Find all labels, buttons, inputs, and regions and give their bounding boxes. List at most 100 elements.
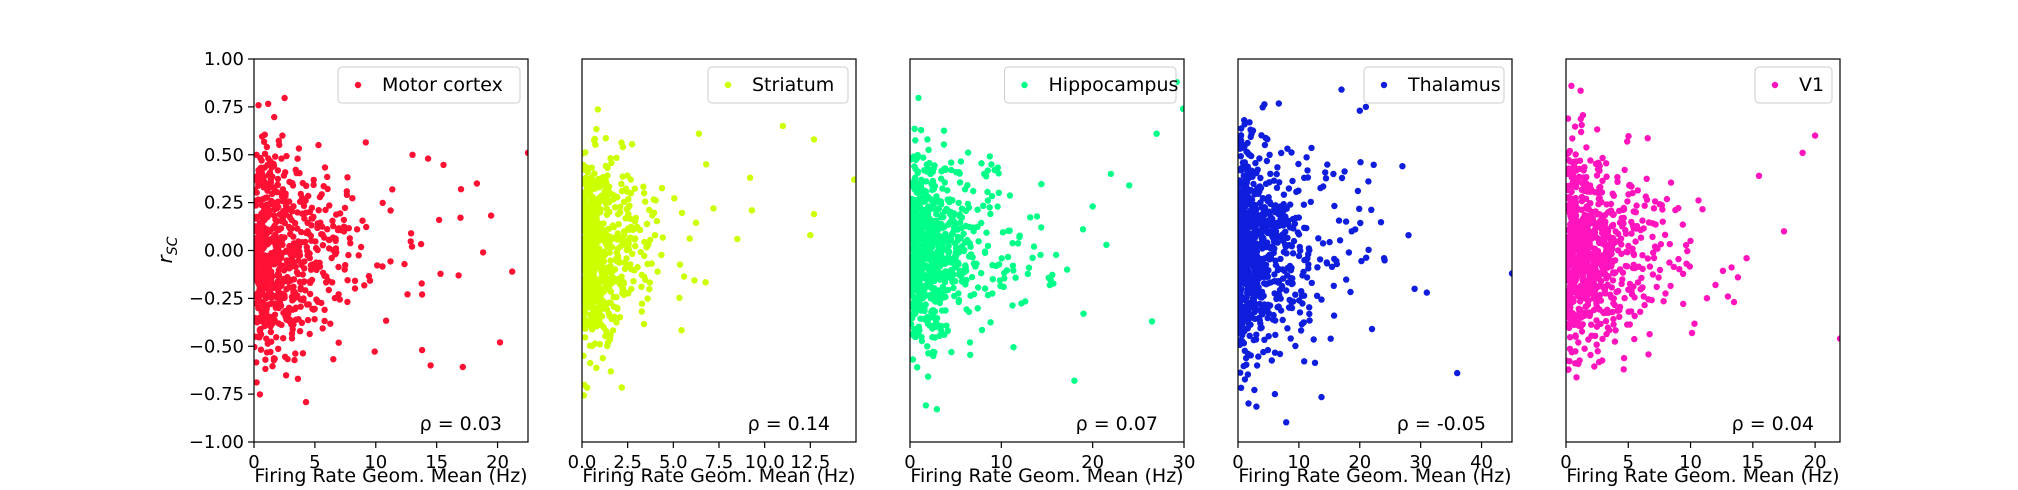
- data-point: [926, 322, 933, 329]
- data-point: [257, 168, 265, 175]
- data-point: [1602, 249, 1610, 257]
- data-point: [313, 266, 320, 274]
- data-point: [310, 176, 317, 184]
- data-point: [1272, 317, 1279, 324]
- data-point: [1598, 189, 1606, 196]
- data-point: [995, 170, 1002, 177]
- data-point: [1579, 272, 1587, 279]
- data-point: [1264, 314, 1271, 322]
- data-point: [1295, 187, 1302, 194]
- axes-frame: [1237, 58, 1513, 443]
- data-point: [1583, 266, 1591, 273]
- data-point: [1666, 240, 1674, 248]
- data-point: [914, 151, 921, 159]
- data-point: [603, 327, 610, 335]
- data-point: [1591, 363, 1598, 370]
- data-point: [605, 299, 612, 307]
- data-point: [295, 145, 303, 152]
- x-tick-label: 10: [364, 452, 387, 473]
- data-point: [1001, 269, 1008, 277]
- data-point: [407, 230, 415, 237]
- data-point: [627, 234, 634, 241]
- data-point: [911, 306, 918, 313]
- data-point: [658, 185, 666, 192]
- axes-frame: [909, 58, 1185, 443]
- x-axis-label: Firing Rate Geom. Mean (Hz): [254, 465, 527, 487]
- data-point: [944, 272, 952, 280]
- data-point: [268, 164, 275, 171]
- data-point: [268, 183, 276, 191]
- data-point: [1260, 214, 1267, 221]
- data-point: [1625, 191, 1632, 198]
- data-point: [1362, 103, 1370, 111]
- data-point: [346, 235, 353, 242]
- data-point: [983, 173, 990, 180]
- data-point: [1579, 112, 1587, 119]
- data-point: [1280, 231, 1287, 239]
- data-point: [638, 308, 645, 315]
- data-point: [946, 219, 954, 226]
- data-point: [1576, 357, 1583, 364]
- data-point: [582, 334, 589, 341]
- data-point: [277, 278, 284, 285]
- data-point: [273, 334, 280, 341]
- data-point: [1577, 87, 1584, 94]
- data-point: [734, 235, 741, 243]
- data-point: [267, 328, 275, 336]
- data-point: [914, 254, 921, 261]
- data-point: [282, 313, 289, 320]
- data-point: [1238, 288, 1243, 295]
- data-point: [379, 199, 386, 207]
- data-point: [911, 163, 918, 170]
- data-point: [967, 351, 974, 359]
- data-point: [625, 240, 632, 247]
- data-point: [626, 202, 633, 209]
- data-point: [284, 307, 291, 314]
- data-point: [1271, 208, 1279, 216]
- data-point: [1566, 149, 1572, 157]
- data-point: [939, 185, 946, 192]
- data-point: [1283, 250, 1290, 257]
- data-point: [615, 221, 622, 228]
- data-point: [926, 292, 933, 299]
- data-point: [324, 226, 331, 233]
- data-point: [275, 137, 282, 144]
- data-point: [440, 161, 447, 169]
- legend: Hippocampus: [1004, 66, 1178, 104]
- data-point: [1623, 263, 1631, 270]
- axes-frame: [1565, 58, 1841, 443]
- data-point: [1280, 222, 1287, 229]
- data-point: [1256, 155, 1263, 162]
- data-point: [1579, 277, 1587, 284]
- data-point: [1659, 218, 1666, 225]
- data-point: [345, 251, 352, 259]
- data-point: [955, 298, 962, 306]
- data-point: [1619, 276, 1626, 283]
- data-point: [970, 187, 977, 195]
- data-point: [1624, 138, 1631, 145]
- data-point: [946, 237, 953, 245]
- data-point: [1252, 159, 1259, 167]
- data-point: [435, 216, 443, 224]
- data-point: [1602, 317, 1610, 325]
- axes-frame: [581, 58, 857, 443]
- data-point: [302, 238, 309, 246]
- data-point: [1277, 203, 1284, 210]
- data-point: [418, 346, 426, 354]
- data-point: [582, 309, 589, 316]
- data-point: [258, 281, 266, 288]
- data-point: [918, 184, 925, 191]
- data-point: [273, 205, 281, 212]
- data-point: [1063, 266, 1071, 273]
- data-point: [1566, 366, 1572, 373]
- data-point: [1089, 203, 1096, 210]
- data-point: [314, 298, 322, 305]
- data-point: [1289, 177, 1296, 185]
- rho-annotation: ρ = 0.14: [748, 413, 830, 435]
- data-point: [1314, 264, 1321, 271]
- data-point: [630, 278, 637, 285]
- data-point: [1296, 309, 1304, 316]
- data-point: [1628, 291, 1636, 298]
